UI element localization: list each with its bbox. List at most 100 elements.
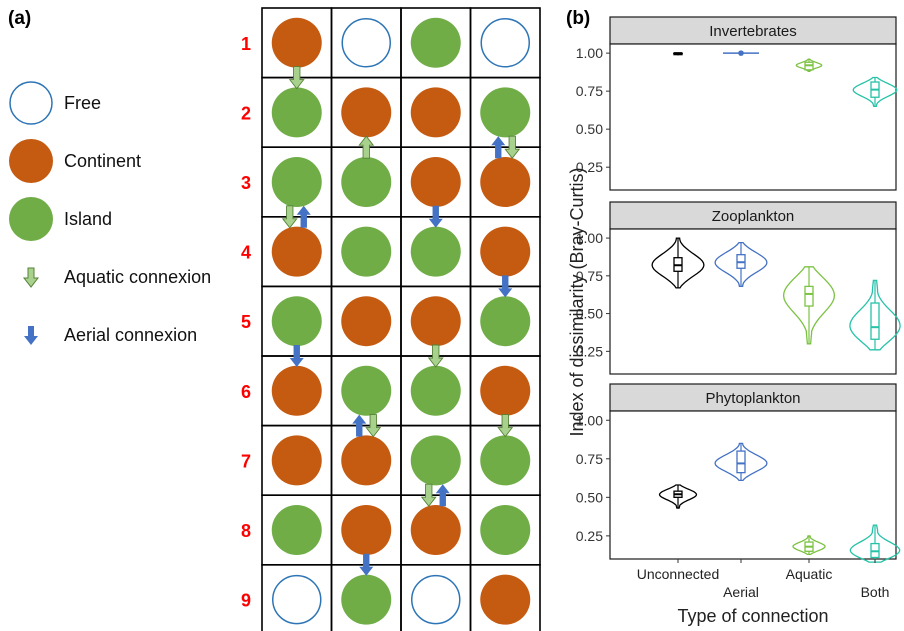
legend-aerial: Aerial connexion bbox=[8, 310, 197, 360]
continent-site bbox=[341, 87, 392, 138]
legend-continent: Continent bbox=[8, 136, 141, 186]
island-site bbox=[410, 365, 461, 416]
aquatic-connexion-arrow bbox=[281, 205, 298, 229]
violin bbox=[651, 237, 705, 289]
free-site bbox=[272, 574, 322, 625]
aquatic-connexion-arrow bbox=[497, 414, 514, 438]
aquatic-connexion-arrow bbox=[288, 66, 305, 90]
island-site bbox=[480, 505, 531, 555]
continent-site bbox=[271, 17, 322, 68]
island-site bbox=[341, 574, 392, 625]
plot-area bbox=[609, 410, 897, 560]
row-label: 3 bbox=[241, 173, 251, 193]
panel-b-label: (b) bbox=[566, 8, 591, 29]
aerial-connexion-arrow bbox=[359, 553, 374, 576]
continent-site bbox=[271, 435, 322, 486]
row-label: 8 bbox=[241, 521, 251, 541]
island-site bbox=[271, 505, 322, 555]
arrow-down-outline-icon bbox=[8, 254, 54, 300]
facet-title: Zooplankton bbox=[712, 208, 795, 225]
x-tick-label: Unconnected bbox=[637, 566, 720, 582]
y-tick-label: 1.00 bbox=[576, 230, 603, 246]
continent-site bbox=[480, 226, 531, 277]
continent-site bbox=[480, 157, 531, 207]
continent-site bbox=[410, 296, 461, 347]
aquatic-connexion-arrow bbox=[358, 135, 375, 159]
legend-aerial-label: Aerial connexion bbox=[64, 324, 198, 345]
violin bbox=[849, 524, 901, 563]
y-tick-label: 0.25 bbox=[576, 159, 603, 175]
box bbox=[870, 302, 880, 340]
legend-aquatic-label: Aquatic connexion bbox=[64, 266, 212, 287]
row-label: 4 bbox=[241, 243, 251, 263]
row-label: 5 bbox=[241, 312, 251, 332]
panel-a-label: (a) bbox=[8, 8, 32, 29]
legend-free: Free bbox=[8, 78, 101, 128]
island-site bbox=[271, 296, 322, 347]
x-tick-label: Both bbox=[861, 584, 890, 600]
row-label: 6 bbox=[241, 382, 251, 402]
island-site bbox=[480, 87, 531, 138]
continent-site bbox=[341, 435, 392, 486]
box bbox=[804, 285, 814, 307]
facet-strip bbox=[609, 201, 897, 230]
legend-aquatic: Aquatic connexion bbox=[8, 252, 211, 302]
facet-title: Invertebrates bbox=[709, 23, 797, 40]
island-site bbox=[341, 226, 392, 277]
y-tick-label: 0.75 bbox=[576, 451, 603, 467]
legend-continent-label: Continent bbox=[64, 150, 142, 171]
facet-strip bbox=[609, 383, 897, 412]
violin bbox=[849, 279, 901, 351]
y-tick-label: 0.75 bbox=[576, 268, 603, 284]
y-tick-label: 0.75 bbox=[576, 83, 603, 99]
violin bbox=[792, 535, 826, 556]
aerial-connexion-arrow bbox=[498, 275, 513, 298]
violin bbox=[714, 442, 768, 482]
continent-site bbox=[480, 365, 531, 416]
aerial-connexion-arrow bbox=[491, 136, 506, 159]
island-site bbox=[480, 296, 531, 347]
aerial-connexion-arrow bbox=[428, 205, 443, 228]
y-tick-label: 0.50 bbox=[576, 306, 603, 322]
aerial-connexion-arrow bbox=[435, 484, 450, 507]
row-label: 9 bbox=[241, 591, 251, 611]
row-label: 1 bbox=[241, 34, 251, 54]
legend-free-label: Free bbox=[64, 92, 102, 113]
continent-site bbox=[410, 87, 461, 138]
violin bbox=[658, 484, 698, 509]
island-site bbox=[410, 435, 461, 486]
grid-cell bbox=[469, 563, 541, 631]
circle-filled-icon bbox=[8, 196, 54, 242]
aquatic-connexion-arrow bbox=[420, 483, 437, 507]
y-tick-label: 0.25 bbox=[576, 343, 603, 359]
free-site bbox=[480, 18, 530, 68]
continent-site bbox=[341, 505, 392, 555]
x-tick-label: Aerial bbox=[723, 584, 759, 600]
island-site bbox=[410, 226, 461, 277]
aerial-connexion-arrow bbox=[296, 205, 311, 228]
island-site bbox=[341, 365, 392, 416]
aquatic-connexion-arrow bbox=[504, 135, 521, 159]
continent-site bbox=[410, 157, 461, 207]
violin bbox=[852, 76, 898, 108]
circle-filled-icon bbox=[8, 138, 54, 184]
aquatic-connexion-arrow bbox=[365, 414, 382, 438]
facet-strip bbox=[609, 16, 897, 45]
aerial-connexion-arrow bbox=[352, 414, 367, 437]
x-tick-label: Aquatic bbox=[786, 566, 833, 582]
aquatic-connexion-arrow bbox=[427, 344, 444, 368]
violin bbox=[795, 58, 823, 73]
free-site bbox=[411, 574, 461, 625]
y-tick-label: 1.00 bbox=[576, 45, 603, 61]
y-tick-label: 0.25 bbox=[576, 528, 603, 544]
circle-outline-icon bbox=[8, 80, 54, 126]
plot-area bbox=[609, 228, 897, 375]
row-label: 7 bbox=[241, 451, 251, 471]
y-tick-label: 0.50 bbox=[576, 121, 603, 137]
island-site bbox=[271, 157, 322, 207]
island-site bbox=[480, 435, 531, 486]
facet-title: Phytoplankton bbox=[705, 390, 800, 407]
median-point bbox=[738, 50, 744, 56]
